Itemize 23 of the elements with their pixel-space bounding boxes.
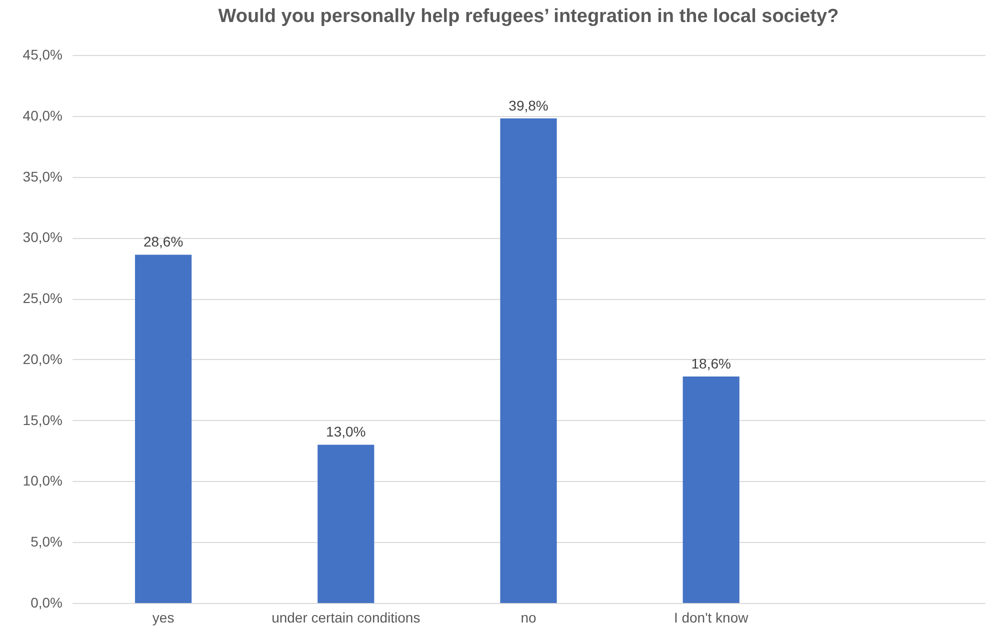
data-label: 18,6%	[691, 355, 731, 372]
x-tick-label: yes	[152, 610, 174, 626]
y-tick-label: 45,0%	[22, 46, 62, 62]
y-tick-label: 40,0%	[22, 107, 62, 124]
x-tick-label: no	[520, 610, 536, 626]
bar	[134, 254, 192, 603]
y-tick-label: 35,0%	[22, 168, 62, 184]
y-tick-label: 0,0%	[30, 594, 62, 610]
y-tick-label: 15,0%	[22, 412, 62, 428]
y-tick-label: 25,0%	[22, 290, 62, 306]
y-tick-label: 30,0%	[22, 229, 62, 246]
x-tick-label: under certain conditions	[272, 610, 420, 626]
bar	[318, 444, 374, 603]
y-tick-label: 20,0%	[22, 350, 62, 367]
data-label: 28,6%	[143, 234, 184, 250]
data-label: 13,0%	[326, 424, 366, 440]
y-tick-label: 10,0%	[22, 472, 62, 489]
y-tick-label: 5,0%	[30, 534, 62, 550]
bar	[682, 376, 740, 603]
chart-title: Would you personally help refugees’ integration in the local society?	[218, 6, 839, 27]
x-tick-label: I don't know	[674, 610, 750, 626]
data-label: 39,8%	[508, 97, 548, 114]
bar	[500, 118, 557, 603]
